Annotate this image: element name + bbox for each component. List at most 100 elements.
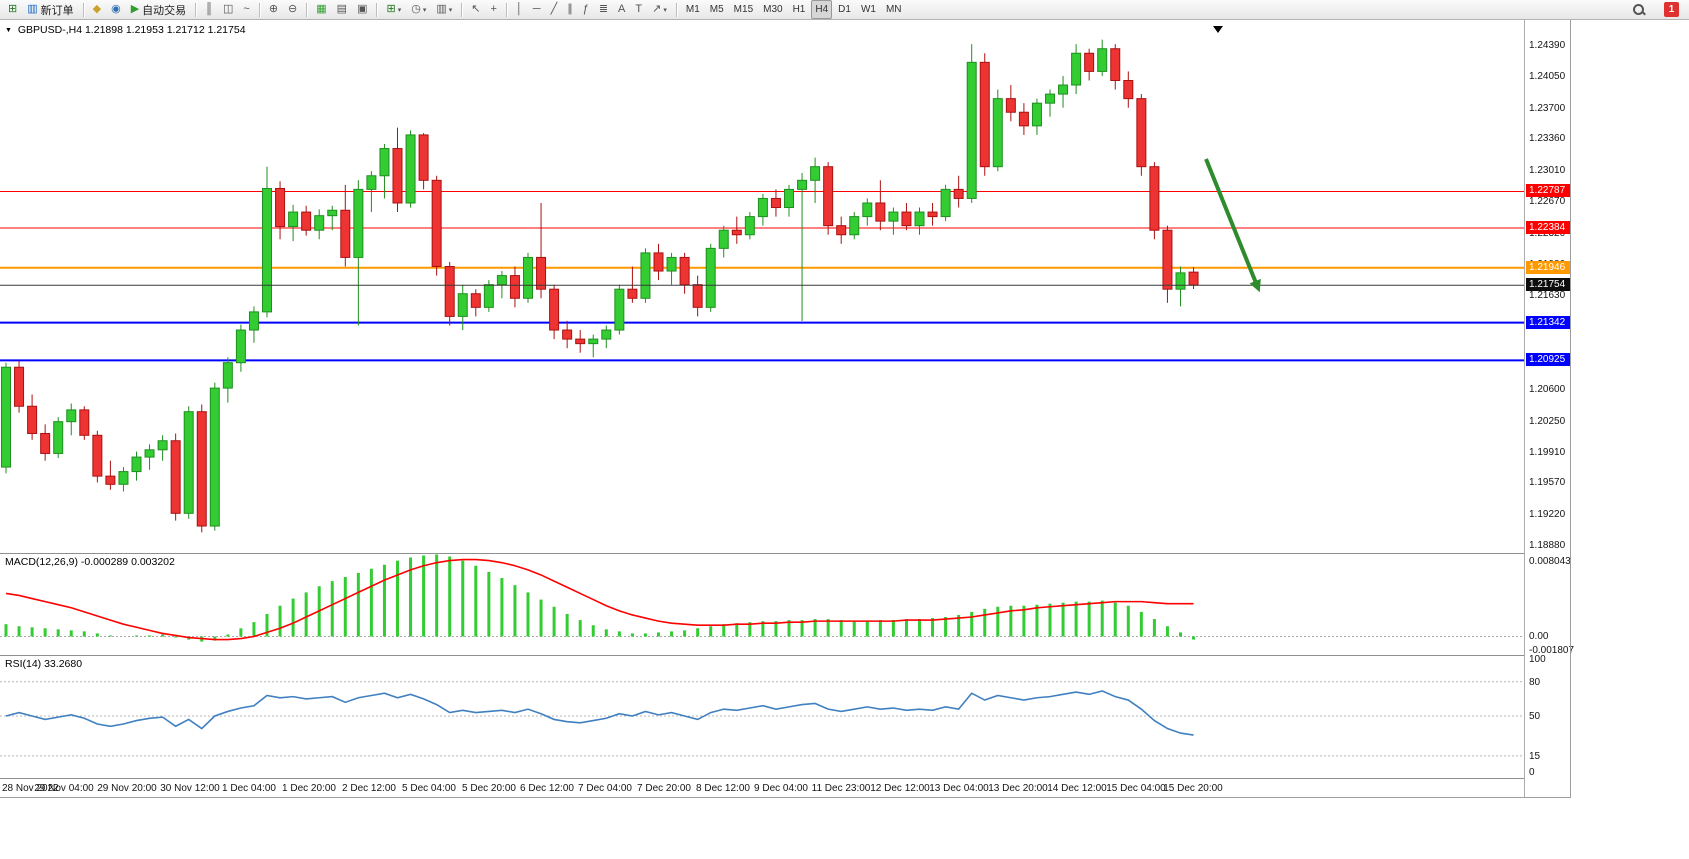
toolbar: ⊞ ▥ 新订单 ◆ ◉ ▶ 自动交易 ║ ◫ ~ ⊕ ⊖ ▦ ▤ ▣ ⊞ ▾ ◷ ▾ ▥ ▾ ↖ + │ ─ ╱ ∥ ƒ ≣ A T ↗ ▾ M1… (0, 0, 1689, 20)
trendline-button[interactable]: ╱ (547, 0, 562, 19)
bar-chart-button[interactable]: ║ (201, 0, 217, 19)
timeframe-m1-button[interactable]: M1 (682, 0, 704, 19)
fibonacci-icon: ƒ (582, 3, 589, 15)
date-tick-label: 5 Dec 20:00 (462, 783, 516, 794)
new-order-icon: ▥ (27, 3, 38, 15)
templates-menu-button[interactable]: ▥ ▾ (432, 0, 456, 19)
chart-window-bottom-border (0, 797, 1571, 798)
templates-menu-icon: ▥ (436, 3, 447, 15)
macd-indicator-label: MACD(12,26,9) -0.000289 0.003202 (5, 556, 175, 568)
text-button[interactable]: A (614, 0, 629, 19)
arrange-windows-button[interactable]: ▣ (353, 0, 371, 19)
timeframe-m5-button[interactable]: M5 (706, 0, 728, 19)
price-level-badge: 1.21342 (1526, 315, 1570, 329)
cursor-button[interactable]: ↖ (467, 0, 484, 19)
date-axis[interactable]: 28 Nov 2022 29 Nov 04:00 29 Nov 20:00 30 No… (0, 779, 1524, 797)
timeframe-h4-button[interactable]: H4 (811, 0, 833, 19)
periods-menu-button[interactable]: ◷ ▾ (407, 0, 430, 19)
rsi-tick-label: 15 (1529, 751, 1541, 762)
macd-tick-label: 0.00 (1529, 631, 1549, 642)
toolbar-separator (376, 2, 378, 17)
zoom-out-icon: ⊖ (288, 3, 298, 15)
timeframe-h1-button[interactable]: H1 (789, 0, 810, 19)
mql5-community-button[interactable]: ◉ (107, 0, 125, 19)
vertical-line-button[interactable]: │ (512, 0, 527, 19)
price-axis[interactable]: 1.24390 1.24050 1.23700 1.23360 1.23010 1.226… (1524, 20, 1574, 798)
market-depth-button[interactable]: ◆ (89, 0, 105, 19)
zoom-in-button[interactable]: ⊕ (265, 0, 282, 19)
toolbar-separator (82, 2, 84, 17)
toolbar-separator (505, 2, 507, 17)
timeframe-mn-button[interactable]: MN (882, 0, 906, 19)
price-tick-label: 1.23010 (1529, 165, 1566, 177)
autotrading-button[interactable]: ▶ 自动交易 (127, 0, 190, 19)
macd-tick-label: 0.008043 (1529, 556, 1571, 567)
chart-window-right-border (1570, 20, 1571, 798)
market-depth-icon: ◆ (92, 3, 102, 15)
rsi-indicator-label: RSI(14) 33.2680 (5, 658, 83, 670)
date-tick-label: 5 Dec 04:00 (402, 783, 456, 794)
zoom-in-icon: ⊕ (268, 3, 279, 15)
price-tick-label: 1.20600 (1529, 383, 1566, 395)
rsi-tick-label: 0 (1529, 767, 1535, 778)
timeframe-mn-button-label: MN (885, 4, 902, 15)
date-tick-label: 8 Dec 12:00 (696, 783, 750, 794)
toolbar-separator (258, 2, 260, 17)
cursor-icon: ↖ (471, 3, 481, 15)
fibonacci-button[interactable]: ƒ (579, 0, 593, 19)
zoom-out-button[interactable]: ⊖ (284, 0, 301, 19)
date-tick-label: 28 Nov 2022 (2, 783, 59, 794)
timeframe-m15-button[interactable]: M15 (730, 0, 757, 19)
chart-canvas[interactable] (0, 20, 1524, 798)
crosshair-button[interactable]: + (486, 0, 500, 19)
notification-badge[interactable]: 1 (1664, 2, 1679, 17)
timeframe-m30-button[interactable]: M30 (759, 0, 786, 19)
current-price-badge: 1.21754 (1526, 278, 1570, 292)
price-tick-label: 1.19220 (1529, 509, 1566, 521)
timeframe-w1-button-label: W1 (860, 4, 876, 15)
text-label-button[interactable]: T (631, 0, 646, 19)
arrows-menu-button[interactable]: ↗ ▾ (648, 0, 671, 19)
chevron-down-icon: ▾ (397, 6, 402, 14)
arrange-asc-button[interactable]: ▤ (333, 0, 351, 19)
equidistant-channel-icon: ∥ (567, 3, 573, 15)
mql5-community-icon: ◉ (111, 3, 121, 15)
text-icon: A (618, 3, 626, 15)
equidistant-channel-button[interactable]: ∥ (563, 0, 577, 19)
horizontal-line-button[interactable]: ─ (529, 0, 545, 19)
autotrading-icon: ▶ (130, 3, 140, 15)
text-label-icon: T (635, 3, 643, 15)
ohlc-values: 1.21898 1.21953 1.21712 1.21754 (84, 24, 246, 36)
date-tick-label: 9 Dec 04:00 (754, 783, 808, 794)
timeframe-d1-button[interactable]: D1 (834, 0, 855, 19)
autotrading-button-label: 自动交易 (142, 4, 187, 17)
line-chart-button[interactable]: ~ (239, 0, 253, 19)
price-tick-label: 1.23360 (1529, 133, 1566, 145)
rsi-tick-label: 50 (1529, 711, 1541, 722)
timeframe-w1-button[interactable]: W1 (857, 0, 880, 19)
indicators-menu-button[interactable]: ⊞ ▾ (382, 0, 405, 19)
search-icon[interactable] (1628, 0, 1654, 19)
price-tick-label: 1.18880 (1529, 539, 1566, 551)
date-tick-label: 14 Dec 12:00 (1047, 783, 1107, 794)
date-tick-label: 29 Nov 20:00 (97, 783, 157, 794)
chevron-down-icon: ▾ (663, 6, 667, 14)
candlestick-chart-icon: ◫ (222, 3, 234, 15)
arrange-windows-icon: ▣ (357, 3, 368, 15)
vertical-line-icon: │ (515, 3, 523, 15)
candlestick-chart-button[interactable]: ◫ (219, 0, 237, 19)
timeframe-m30-button-label: M30 (763, 4, 783, 15)
geometric-shapes-button[interactable]: ≣ (595, 0, 612, 19)
rsi-tick-label: 100 (1529, 654, 1546, 665)
timeframe-m5-button-label: M5 (709, 4, 724, 15)
toolbar-right: 1 (1627, 0, 1686, 19)
horizontal-line-icon: ─ (532, 3, 541, 15)
symbol-period-label: GBPUSD-,H4 (17, 24, 83, 36)
tile-windows-button[interactable]: ▦ (312, 0, 330, 19)
new-chart-button[interactable]: ⊞ (4, 0, 21, 19)
new-order-button[interactable]: ▥ 新订单 (23, 0, 77, 19)
chevron-down-icon: ▾ (422, 6, 427, 14)
collapse-chart-icon[interactable]: ▼ (5, 27, 12, 34)
price-tick-label: 1.24390 (1529, 40, 1566, 51)
